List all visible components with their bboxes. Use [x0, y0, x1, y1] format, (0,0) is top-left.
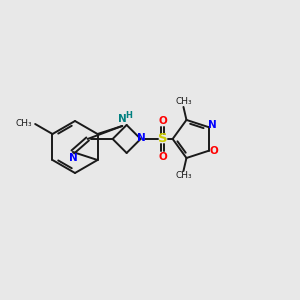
Text: O: O: [158, 116, 167, 126]
Text: O: O: [209, 146, 218, 156]
Text: N: N: [118, 114, 127, 124]
Text: N: N: [137, 133, 146, 143]
Text: CH₃: CH₃: [16, 118, 32, 127]
Text: S: S: [158, 133, 167, 146]
Text: N: N: [69, 153, 78, 163]
Text: O: O: [158, 152, 167, 162]
Text: CH₃: CH₃: [175, 172, 192, 181]
Text: CH₃: CH₃: [175, 98, 192, 106]
Text: H: H: [125, 112, 132, 121]
Text: N: N: [208, 120, 217, 130]
